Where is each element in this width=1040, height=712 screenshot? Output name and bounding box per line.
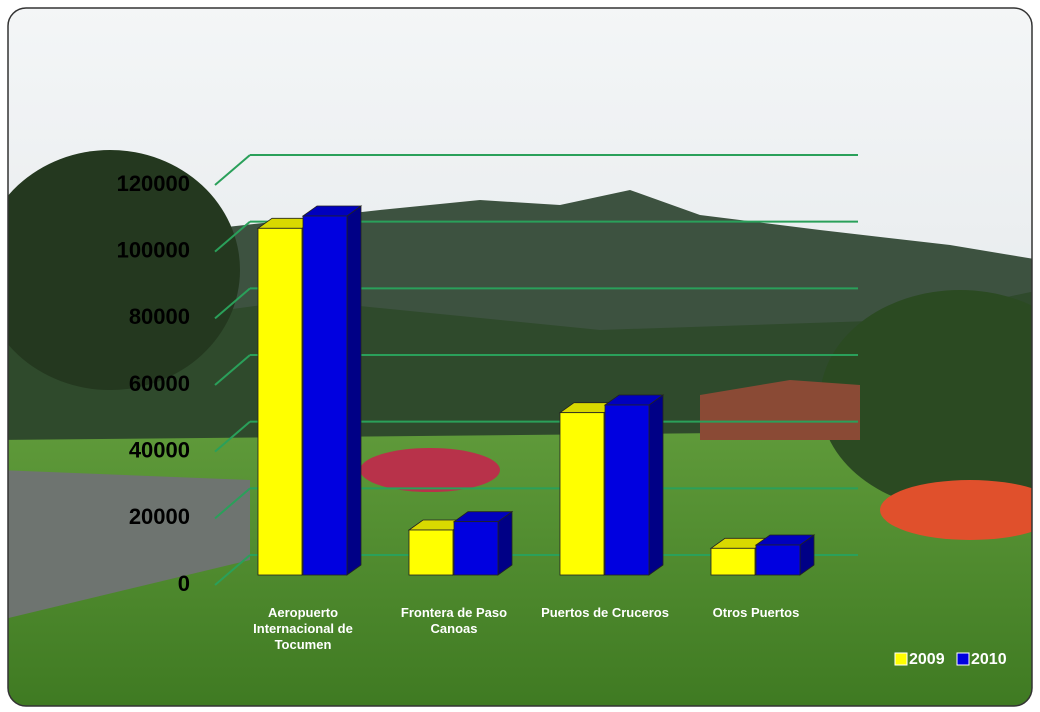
bar-side: [497, 510, 513, 576]
bar: [603, 394, 665, 576]
bar-front: [755, 544, 801, 576]
y-tick-label: 40000: [129, 437, 190, 462]
x-tick-label: Aeropuerto Internacional de Tocumen: [253, 605, 353, 652]
y-tick-label: 100000: [117, 237, 190, 262]
grid-diagonal: [214, 154, 251, 186]
y-tick-label: 20000: [129, 504, 190, 529]
legend-label: 2010: [971, 651, 1007, 668]
bar-front: [604, 404, 650, 576]
bar-front: [302, 215, 348, 576]
grid-diagonal: [214, 420, 251, 453]
grid-diagonal: [214, 354, 251, 386]
grid-diagonal: [214, 287, 251, 320]
x-tick-label: Otros Puertos: [712, 605, 800, 620]
bar-front: [710, 547, 756, 576]
bar-front: [257, 227, 303, 576]
legend-swatch: [894, 652, 908, 666]
bar-side: [346, 205, 362, 576]
legend-swatch: [956, 652, 970, 666]
grid-diagonal: [214, 554, 251, 586]
bar-front: [408, 529, 454, 576]
grid-diagonal: [214, 220, 251, 253]
bar-side: [648, 394, 664, 576]
y-tick-label: 80000: [129, 304, 190, 329]
x-tick-label: Frontera de Paso Canoas: [400, 605, 508, 636]
frame: [7, 7, 1033, 707]
x-tick-label: Puertos de Cruceros: [541, 605, 669, 620]
legend-label: 2009: [909, 651, 945, 668]
y-tick-label: 0: [178, 571, 190, 596]
bar-front: [559, 412, 605, 576]
bar: [452, 510, 514, 576]
y-tick-label: 60000: [129, 371, 190, 396]
y-tick-label: 120000: [117, 171, 190, 196]
bar: [301, 205, 363, 576]
bar: [754, 534, 816, 576]
grid-diagonal: [214, 487, 251, 520]
bar-front: [453, 521, 499, 576]
